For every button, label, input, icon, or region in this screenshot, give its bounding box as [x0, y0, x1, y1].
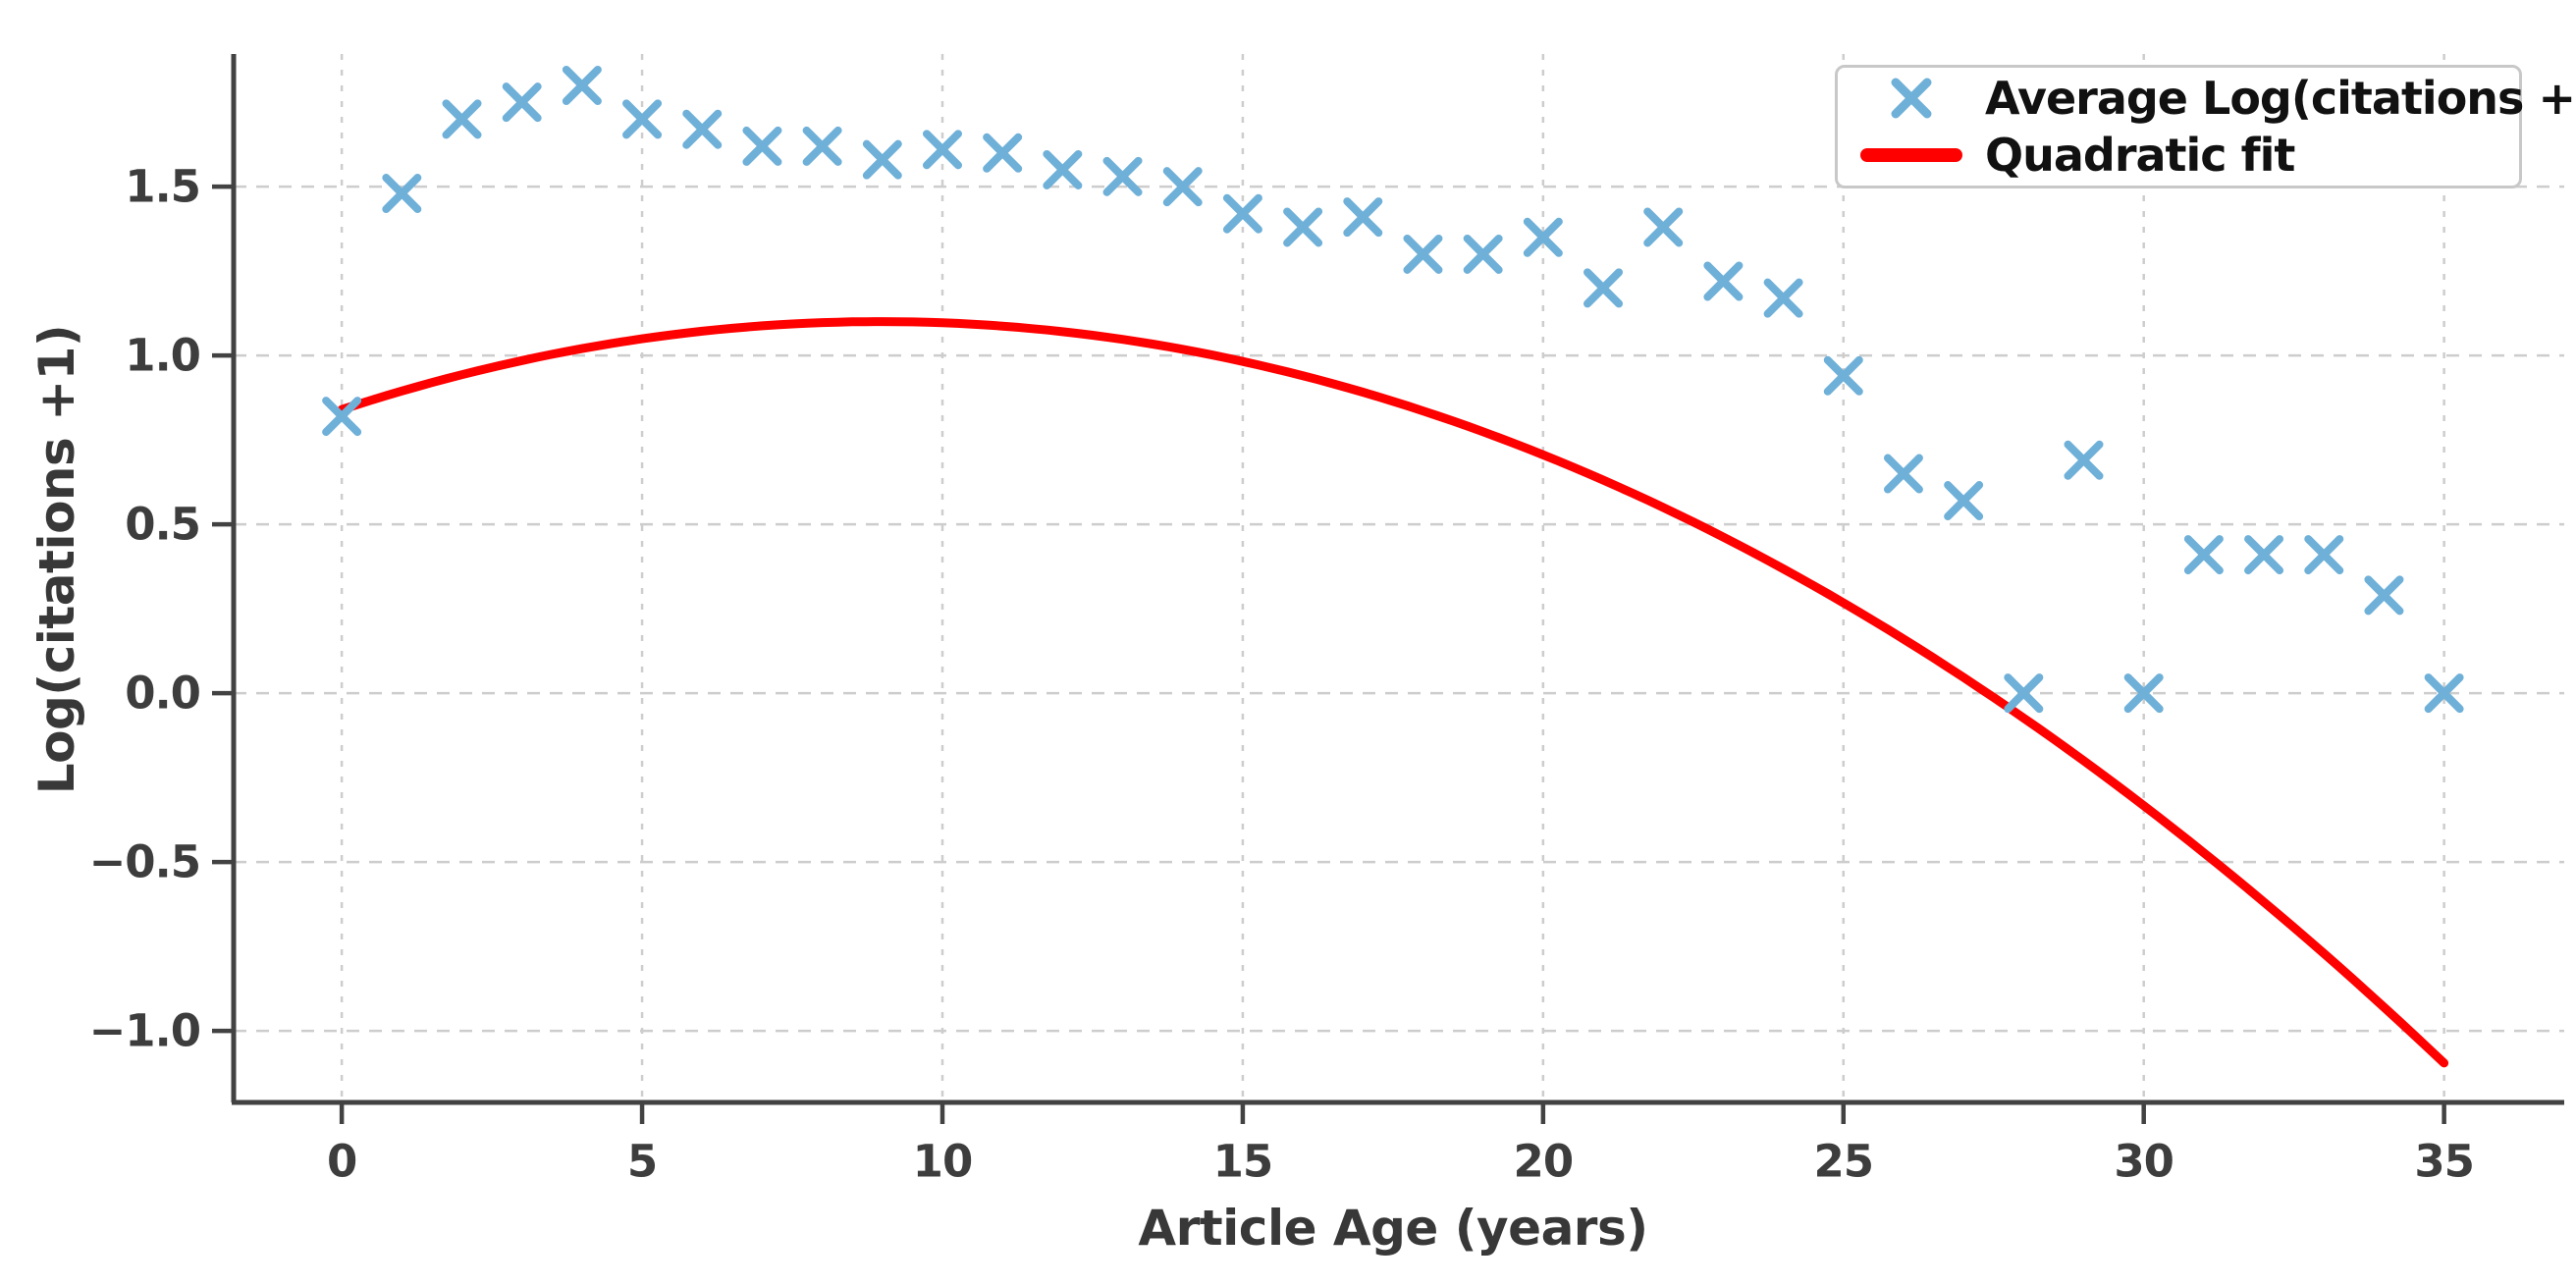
- scatter-point: [2424, 673, 2464, 714]
- scatter-point: [862, 139, 902, 180]
- scatter-point: [1102, 156, 1143, 196]
- legend: Average Log(citations + 1) Quadratic fit: [1835, 65, 2576, 188]
- scatter-point: [2304, 535, 2344, 575]
- scatter-point: [1043, 149, 1083, 189]
- y-tick-label: 0.5: [125, 499, 200, 551]
- scatter-point: [1703, 261, 1744, 301]
- scatter-x-marker-icon: [1838, 75, 1985, 122]
- legend-label-scatter: Average Log(citations + 1): [1985, 72, 2576, 125]
- scatter-point: [1222, 193, 1262, 234]
- scatter-point: [2004, 673, 2044, 714]
- x-tick-label: 0: [327, 1136, 356, 1188]
- scatter-point: [682, 109, 723, 149]
- scatter-point: [562, 65, 602, 105]
- y-tick-label: 1.5: [125, 161, 200, 213]
- y-axis-title: Log(citations +1): [28, 324, 85, 795]
- scatter-point: [622, 99, 663, 139]
- scatter-point: [1883, 454, 1923, 494]
- scatter-point: [1283, 207, 1323, 247]
- scatter-point: [1463, 234, 1503, 274]
- legend-row-scatter: Average Log(citations + 1): [1838, 70, 2576, 127]
- x-axis-title: Article Age (years): [1138, 1200, 1648, 1257]
- y-tick-label: −1.0: [89, 1005, 200, 1057]
- legend-row-fit: Quadratic fit: [1838, 127, 2519, 184]
- scatter-point: [1583, 268, 1624, 308]
- scatter-point: [442, 99, 482, 139]
- scatter-point: [742, 126, 782, 166]
- scatter-point: [1162, 167, 1203, 207]
- scatter-point: [1403, 234, 1443, 274]
- scatter-point: [2364, 575, 2404, 616]
- scatter-point: [1343, 197, 1383, 238]
- y-tick-label: 1.0: [125, 330, 200, 382]
- x-tick-label: 5: [627, 1136, 657, 1188]
- scatter-point: [1944, 481, 1984, 521]
- scatter-point: [802, 126, 842, 166]
- scatter-point: [502, 82, 542, 123]
- scatter-point: [1763, 278, 1803, 318]
- x-tick-label: 20: [1514, 1136, 1574, 1188]
- x-tick-label: 10: [913, 1136, 973, 1188]
- scatter-point: [1523, 217, 1563, 257]
- y-tick-label: 0.0: [125, 668, 200, 720]
- quadratic-fit-curve: [337, 317, 2449, 1068]
- scatter-point: [2183, 535, 2224, 575]
- scatter-point: [1643, 207, 1684, 247]
- legend-label-fit: Quadratic fit: [1985, 129, 2295, 182]
- x-tick-label: 15: [1213, 1136, 1273, 1188]
- scatter-point: [382, 174, 422, 214]
- scatter-point: [2064, 440, 2104, 480]
- scatter-point: [922, 130, 962, 170]
- fit-line-icon: [1838, 148, 1985, 162]
- scatter-point: [322, 397, 362, 437]
- x-tick-label: 30: [2114, 1136, 2174, 1188]
- y-tick-label: −0.5: [89, 836, 200, 888]
- x-tick-label: 25: [1813, 1136, 1873, 1188]
- scatter-point: [2244, 535, 2284, 575]
- scatter-point: [1823, 355, 1863, 396]
- scatter-point: [2123, 673, 2164, 714]
- scatter-point: [983, 133, 1023, 173]
- x-tick-label: 35: [2414, 1136, 2474, 1188]
